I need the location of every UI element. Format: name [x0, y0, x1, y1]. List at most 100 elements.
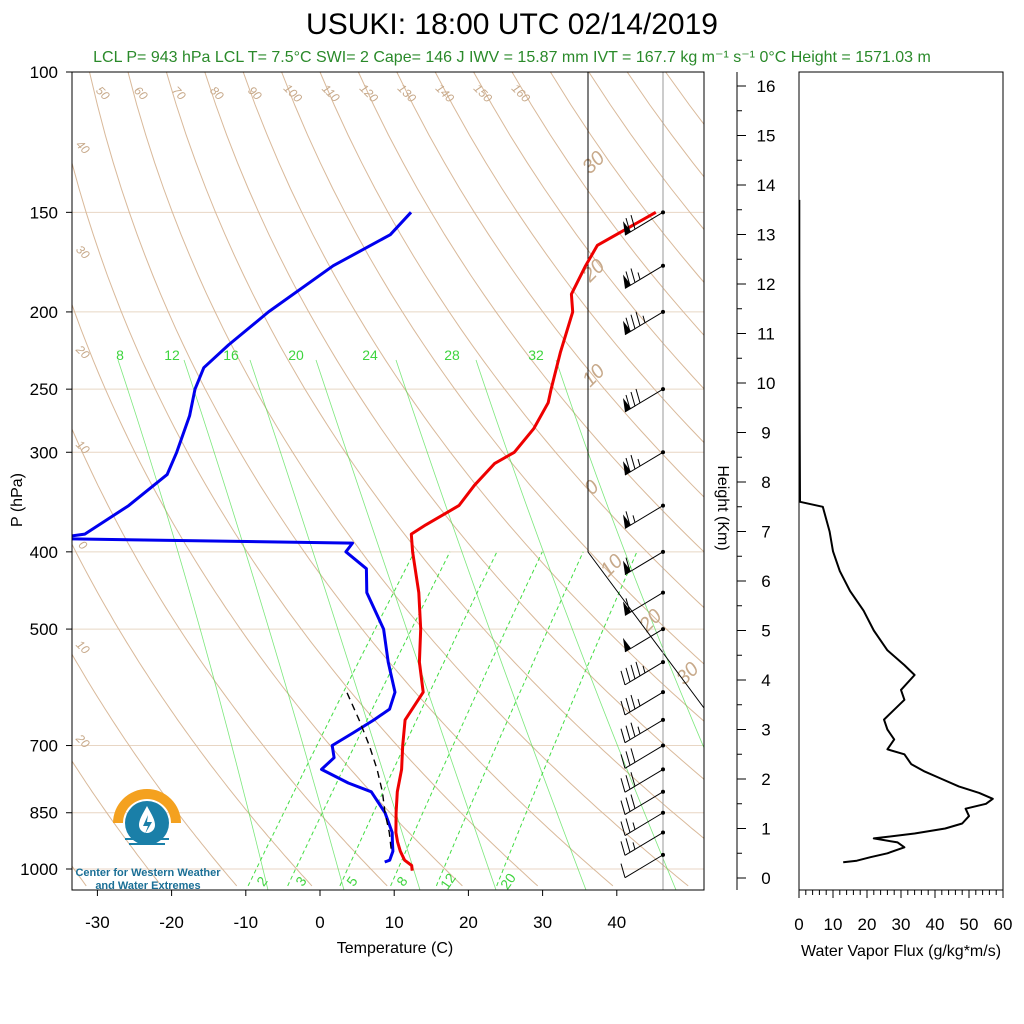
dry-adiabat	[72, 543, 313, 887]
y-tick-label: 500	[30, 620, 58, 639]
barb-flag	[620, 670, 626, 686]
flux-panel: 0 10 20 30 40 50 60 Water Vapor Flux (g/kg*m/s…	[794, 71, 1012, 960]
dry-adiabat	[281, 72, 704, 665]
barb-flag	[630, 268, 636, 283]
sounding-summary: LCL P= 943 hPa LCL T= 7.5°C SWI= 2 Cape=…	[93, 49, 931, 66]
flux-x-tick-label: 20	[858, 915, 877, 934]
dry-adiabat-label: 20	[72, 731, 92, 751]
x-tick-label: 20	[459, 913, 478, 932]
x-tick-label: 0	[315, 913, 324, 932]
wind-barb	[624, 388, 664, 413]
mixing-ratio-label: 12	[164, 347, 180, 363]
skewt-axes: -30 -20 -10 0 10 20 30 401001502002503004005007…	[20, 63, 626, 932]
mixing-ratio-line	[287, 551, 451, 887]
height-tick-label: 14	[757, 176, 776, 195]
barb-flag	[630, 772, 636, 787]
barb-flag	[630, 391, 636, 407]
dry-adiabat-label: 40	[73, 137, 93, 157]
barb-flag	[620, 841, 626, 856]
wind-barb	[624, 832, 664, 856]
y-tick-label: 850	[30, 804, 58, 823]
wind-barb	[624, 592, 664, 616]
barb-flag	[625, 317, 631, 332]
x-tick-label: -20	[159, 913, 184, 932]
barb-flag	[635, 311, 641, 326]
dry-adiabat-label: 10	[596, 550, 627, 581]
dry-adiabat-label: 30	[73, 242, 93, 262]
moist-adiabat	[475, 359, 677, 890]
barb-flag	[625, 271, 631, 286]
barb-pennant	[623, 397, 631, 412]
height-tick-label: 6	[761, 572, 770, 591]
mixing-ratio-label: 28	[444, 347, 460, 363]
dewpoint-trace	[72, 211, 413, 864]
barb-flag	[630, 454, 636, 470]
barb-flag	[625, 557, 631, 572]
barb-flag	[630, 694, 636, 710]
moist-adiabat	[249, 359, 421, 890]
mixing-ratio-lines	[117, 359, 704, 890]
dry-adiabat-lines	[72, 72, 704, 887]
chart-title: USUKI: 18:00 UTC 02/14/2019	[306, 8, 718, 41]
wind-barb	[624, 211, 664, 236]
mixing-ratio-line	[247, 551, 415, 887]
wind-barb	[624, 551, 664, 576]
dry-adiabat-label: 140	[433, 81, 457, 105]
logo-line-1: Center for Western Weather	[75, 867, 221, 879]
barb-flag	[625, 725, 631, 740]
y-axis-label: P (hPa)	[9, 473, 26, 527]
height-tick-label: 3	[761, 721, 770, 740]
barb-pennant	[623, 637, 631, 652]
dry-adiabat-label: 30	[578, 147, 609, 178]
mixing-ratio-label: 16	[223, 347, 239, 363]
barb-flag	[625, 775, 631, 790]
dry-adiabat-label: 150	[471, 81, 495, 105]
dry-adiabat	[89, 72, 614, 887]
barb-flag	[635, 661, 641, 677]
isobar-lines	[72, 72, 704, 870]
barb-half-flag	[637, 458, 641, 467]
dry-adiabat	[127, 72, 689, 887]
barb-half-flag	[632, 822, 636, 830]
x-axis-label: Temperature (C)	[337, 940, 453, 957]
moist-adiabat	[555, 359, 704, 749]
height-tick-label: 5	[761, 622, 770, 641]
flux-x-tick-label: 40	[926, 915, 945, 934]
flux-x-tick-label: 0	[794, 915, 803, 934]
wind-barb	[624, 691, 664, 716]
barb-flag	[620, 754, 626, 769]
barb-flag	[625, 218, 631, 233]
y-tick-label: 150	[30, 203, 58, 222]
mixing-ratio-label: 32	[528, 347, 544, 363]
dry-adiabat-label: 0	[580, 476, 603, 499]
dry-adiabat-label: 10	[578, 360, 609, 391]
dry-adiabat	[396, 72, 704, 498]
skewt-frame	[71, 71, 705, 891]
height-tick-label: 12	[757, 275, 776, 294]
x-tick-label: -30	[85, 913, 110, 932]
wind-barb	[624, 719, 664, 744]
y-tick-label: 100	[30, 63, 58, 82]
wind-barb	[624, 661, 664, 686]
skewt-panel: 50 60 70 80 90 100 110 120 130 140 150 160403020100…	[9, 63, 705, 957]
mixing-ratio-label: 24	[362, 347, 378, 363]
barb-flag	[635, 388, 641, 404]
flux-trace-line	[799, 199, 994, 864]
height-tick-label: 7	[761, 523, 770, 542]
dry-adiabat	[72, 427, 388, 887]
height-tick-label: 4	[761, 671, 770, 690]
dry-adiabat	[165, 72, 704, 840]
barb-flag	[620, 778, 626, 793]
dry-adiabat-label: 60	[131, 83, 151, 103]
dry-adiabat	[204, 72, 704, 780]
wind-barb	[624, 451, 664, 476]
y-tick-label: 250	[30, 380, 58, 399]
dry-adiabat	[703, 72, 704, 73]
logo-line-2: and Water Extremes	[95, 880, 200, 892]
lightning-icon	[143, 815, 152, 834]
mixing-ratio-line	[435, 551, 584, 887]
flux-frame	[798, 71, 1004, 891]
barb-flag	[620, 821, 626, 836]
height-tick-label: 10	[757, 374, 776, 393]
